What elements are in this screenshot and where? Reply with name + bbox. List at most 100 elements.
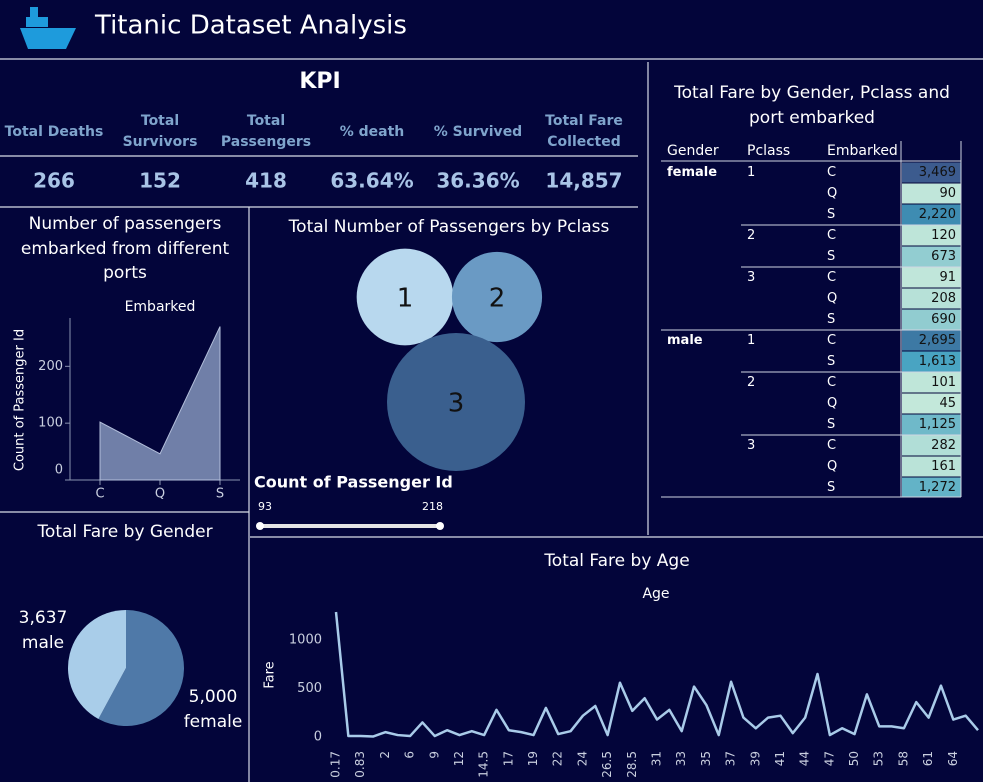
x-tick-label: Q: [155, 487, 165, 502]
y-axis-label: Fare: [263, 661, 278, 688]
ship-icon: [20, 7, 76, 49]
fare-label: 1,272: [919, 480, 956, 495]
chart-title: Number of passengers embarked from diffe…: [20, 214, 230, 284]
column-header: Pclass: [747, 143, 790, 159]
fare-cell: [902, 288, 961, 309]
x-tick-label: 28.5: [625, 751, 639, 778]
x-tick-label: 22: [551, 751, 565, 766]
x-tick-label: 0.17: [329, 751, 343, 778]
fare-cell: [902, 246, 961, 267]
pclass-cell: 3: [747, 270, 755, 285]
embarked-cell: S: [827, 417, 835, 432]
kpi-title: KPI: [299, 69, 340, 94]
page-title: Titanic Dataset Analysis: [94, 11, 407, 41]
gender-cell: male: [667, 333, 703, 348]
y-axis-label: Count of Passenger Id: [13, 329, 28, 471]
bubble-label: 1: [397, 284, 414, 314]
kpi-value: 63.64%: [330, 169, 413, 193]
fare-cell: [902, 477, 961, 498]
embarked-cell: C: [827, 375, 836, 390]
fare-label: 673: [931, 249, 956, 264]
embarked-cell: Q: [827, 459, 837, 474]
fare-cell: [902, 414, 961, 435]
x-tick-label: C: [95, 487, 104, 502]
embarked-cell: S: [827, 312, 835, 327]
x-tick-label: 24: [575, 751, 589, 766]
pie-category-label: male: [22, 633, 64, 653]
y-tick-label: 0: [55, 463, 63, 478]
y-tick-label: 0: [314, 730, 322, 745]
x-tick-label: 6: [403, 751, 417, 759]
column-header: Gender: [667, 143, 719, 159]
x-tick-label: 2: [378, 751, 392, 759]
slider-handle: [436, 522, 444, 530]
fare-label: 690: [931, 312, 956, 327]
x-tick-label: 61: [921, 751, 935, 766]
embarked-cell: S: [827, 207, 835, 222]
x-tick-label: 14.5: [477, 751, 491, 778]
kpi-value: 418: [245, 169, 287, 193]
fare-label: 1,613: [919, 354, 956, 369]
legend-max: 218: [422, 500, 443, 513]
fare-cell: [902, 162, 961, 183]
line: [334, 611, 979, 738]
kpi-label: Total Fare Collected: [545, 113, 623, 150]
fare-label: 2,695: [919, 333, 956, 348]
x-tick-label: 26.5: [600, 751, 614, 778]
legend-title: Count of Passenger Id: [254, 473, 453, 492]
chart-title: Total Number of Passengers by Pclass: [288, 217, 610, 237]
fare-label: 282: [931, 438, 956, 453]
embarked-cell: Q: [827, 186, 837, 201]
embarked-cell: S: [827, 354, 835, 369]
bubble-label: 2: [489, 284, 506, 314]
fare-label: 90: [939, 186, 956, 201]
x-tick-label: 0.83: [353, 751, 367, 778]
x-tick-label: 19: [526, 751, 540, 766]
kpi-label: % Survived: [433, 124, 523, 140]
chart-title: Total Fare by Age: [543, 551, 689, 571]
pie-value-label: 3,637: [19, 608, 68, 628]
pclass-cell: 1: [747, 333, 755, 348]
embarked-cell: Q: [827, 291, 837, 306]
fare-label: 1,125: [919, 417, 956, 432]
fare-cell: [902, 330, 961, 351]
fare-cell: [902, 372, 961, 393]
x-tick-label: 41: [773, 751, 787, 766]
fare-cell: [902, 183, 961, 204]
x-tick-label: 44: [798, 751, 812, 766]
x-tick-label: 58: [896, 751, 910, 766]
fare-cell: [902, 393, 961, 414]
fare-cell: [902, 435, 961, 456]
chart-subtitle: Embarked: [125, 299, 196, 315]
kpi-value: 14,857: [545, 169, 622, 193]
pclass-cell: 2: [747, 375, 755, 390]
x-tick-label: 33: [674, 751, 688, 766]
y-tick-label: 200: [38, 359, 63, 374]
bubble: [451, 251, 543, 343]
kpi-value: 36.36%: [436, 169, 519, 193]
bubble: [356, 248, 454, 346]
fare-label: 161: [931, 459, 956, 474]
x-tick-label: 50: [847, 751, 861, 766]
pclass-cell: 1: [747, 165, 755, 180]
x-tick-label: 17: [501, 751, 515, 766]
embarked-cell: C: [827, 228, 836, 243]
pie-slice: [98, 610, 185, 727]
y-tick-label: 1000: [289, 633, 322, 648]
pie-value-label: 5,000: [189, 687, 238, 707]
kpi-label: Total Passengers: [220, 113, 312, 150]
x-tick-label: 47: [822, 751, 836, 766]
fare-label: 3,469: [919, 165, 956, 180]
fare-label: 120: [931, 228, 956, 243]
x-tick-label: 35: [699, 751, 713, 766]
x-tick-label: 9: [427, 751, 441, 759]
column-header: Embarked: [827, 143, 898, 159]
chart-subtitle: Age: [642, 586, 669, 602]
pclass-cell: 2: [747, 228, 755, 243]
x-tick-label: 12: [452, 751, 466, 766]
pie-category-label: female: [184, 712, 243, 732]
fare-label: 45: [939, 396, 956, 411]
kpi-value: 266: [33, 169, 75, 193]
